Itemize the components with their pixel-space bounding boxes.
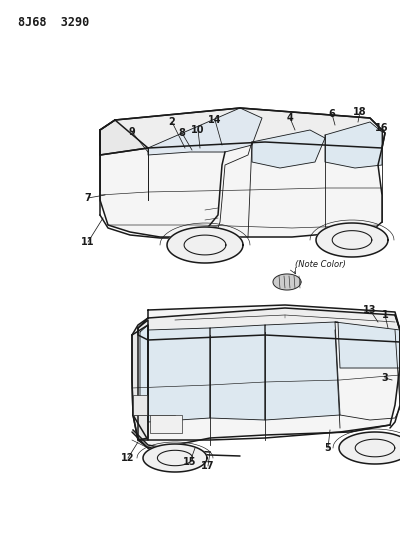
Text: 18: 18 [353, 107, 367, 117]
Bar [150, 415, 182, 433]
Text: 7: 7 [85, 193, 91, 203]
Polygon shape [316, 223, 388, 257]
Text: 8: 8 [178, 128, 186, 138]
Polygon shape [132, 305, 400, 448]
Polygon shape [335, 322, 400, 368]
Polygon shape [100, 108, 385, 237]
Text: 11: 11 [81, 237, 95, 247]
Text: 5: 5 [325, 443, 331, 453]
Text: 1: 1 [382, 310, 388, 320]
Polygon shape [138, 308, 400, 342]
Text: 10: 10 [191, 125, 205, 135]
Text: 17: 17 [201, 461, 215, 471]
Polygon shape [210, 325, 265, 420]
Text: 6: 6 [329, 109, 335, 119]
Polygon shape [339, 432, 400, 464]
Text: 9: 9 [129, 127, 135, 137]
Polygon shape [148, 328, 210, 422]
Polygon shape [325, 122, 382, 168]
Polygon shape [265, 322, 340, 420]
Polygon shape [148, 108, 262, 155]
Polygon shape [100, 120, 148, 155]
Polygon shape [143, 444, 207, 472]
Text: 2: 2 [169, 117, 175, 127]
Text: 15: 15 [183, 457, 197, 467]
Text: (Note Color): (Note Color) [295, 261, 346, 270]
Polygon shape [132, 325, 148, 440]
Polygon shape [100, 108, 385, 155]
Text: 4: 4 [287, 113, 293, 123]
Text: 14: 14 [208, 115, 222, 125]
Polygon shape [252, 130, 325, 168]
Bar [133, 395, 147, 415]
Polygon shape [167, 227, 243, 263]
Text: 13: 13 [363, 305, 377, 315]
Text: 3: 3 [382, 373, 388, 383]
Polygon shape [140, 325, 148, 405]
Text: 12: 12 [121, 453, 135, 463]
Polygon shape [273, 274, 301, 290]
Text: 16: 16 [375, 123, 389, 133]
Text: 8J68  3290: 8J68 3290 [18, 16, 89, 29]
